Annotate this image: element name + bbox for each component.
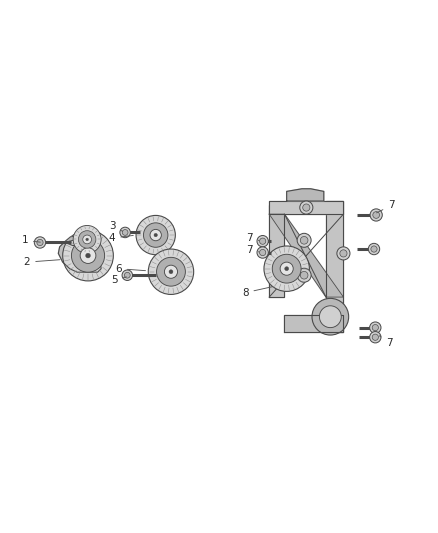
Circle shape bbox=[297, 268, 311, 282]
Circle shape bbox=[264, 246, 309, 292]
Text: 7: 7 bbox=[379, 336, 392, 348]
Circle shape bbox=[260, 249, 266, 256]
Text: 1: 1 bbox=[21, 235, 40, 245]
Circle shape bbox=[370, 322, 381, 333]
Circle shape bbox=[285, 266, 289, 271]
Circle shape bbox=[144, 223, 168, 247]
Polygon shape bbox=[269, 205, 285, 297]
Circle shape bbox=[371, 246, 377, 252]
Circle shape bbox=[312, 298, 349, 335]
Circle shape bbox=[124, 272, 130, 278]
Circle shape bbox=[37, 239, 43, 246]
Circle shape bbox=[319, 306, 341, 328]
Circle shape bbox=[73, 225, 101, 253]
Circle shape bbox=[257, 236, 268, 247]
Circle shape bbox=[300, 201, 313, 214]
Polygon shape bbox=[269, 201, 343, 214]
Text: 7: 7 bbox=[246, 245, 259, 255]
Circle shape bbox=[71, 239, 105, 272]
Text: 7: 7 bbox=[246, 233, 259, 243]
Polygon shape bbox=[269, 214, 343, 297]
Polygon shape bbox=[285, 314, 343, 332]
Polygon shape bbox=[326, 201, 343, 332]
Circle shape bbox=[303, 204, 310, 211]
Text: 2: 2 bbox=[24, 257, 60, 267]
Circle shape bbox=[83, 235, 92, 244]
Text: 8: 8 bbox=[242, 287, 272, 298]
Circle shape bbox=[154, 233, 157, 237]
Polygon shape bbox=[287, 189, 324, 201]
Circle shape bbox=[34, 237, 46, 248]
Circle shape bbox=[164, 265, 177, 278]
Circle shape bbox=[272, 254, 301, 283]
Circle shape bbox=[337, 247, 350, 260]
Circle shape bbox=[86, 253, 90, 258]
Circle shape bbox=[63, 230, 113, 281]
Circle shape bbox=[122, 270, 133, 280]
Circle shape bbox=[372, 334, 378, 341]
Circle shape bbox=[297, 233, 311, 247]
Polygon shape bbox=[65, 235, 101, 249]
Circle shape bbox=[300, 237, 308, 244]
Circle shape bbox=[373, 212, 380, 219]
Circle shape bbox=[120, 227, 131, 238]
Circle shape bbox=[372, 325, 378, 331]
Circle shape bbox=[86, 238, 88, 241]
Text: 5: 5 bbox=[111, 276, 127, 286]
Circle shape bbox=[368, 244, 380, 255]
Circle shape bbox=[340, 250, 347, 257]
Polygon shape bbox=[58, 243, 101, 272]
Circle shape bbox=[370, 209, 382, 221]
Circle shape bbox=[169, 270, 173, 274]
Circle shape bbox=[122, 230, 128, 236]
Text: 6: 6 bbox=[115, 264, 145, 273]
Text: 3: 3 bbox=[109, 221, 123, 231]
Circle shape bbox=[300, 271, 308, 279]
Circle shape bbox=[257, 247, 268, 258]
Circle shape bbox=[78, 231, 96, 248]
Circle shape bbox=[148, 249, 194, 294]
Circle shape bbox=[156, 257, 185, 286]
Circle shape bbox=[80, 248, 96, 263]
Circle shape bbox=[370, 332, 381, 343]
Circle shape bbox=[136, 215, 175, 255]
Text: 4: 4 bbox=[109, 233, 133, 243]
Text: 7: 7 bbox=[377, 200, 395, 213]
Circle shape bbox=[260, 238, 266, 244]
Circle shape bbox=[280, 262, 293, 275]
Circle shape bbox=[150, 229, 161, 241]
